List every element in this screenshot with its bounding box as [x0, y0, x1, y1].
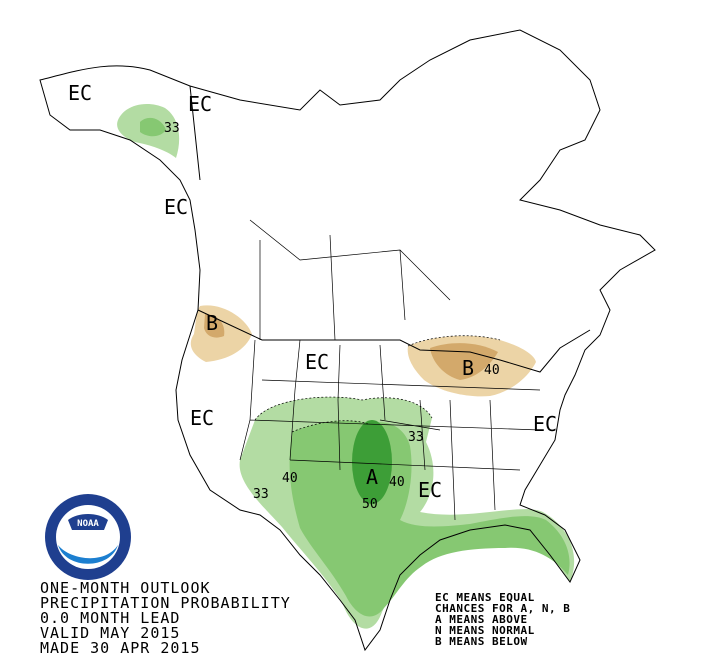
contour-label: 40 — [484, 363, 500, 378]
title-line: ONE-MONTH OUTLOOK — [40, 579, 211, 597]
ec-label: EC — [418, 478, 442, 502]
below-lakes-inner — [430, 343, 498, 380]
contour-label: 33 — [164, 121, 180, 136]
logo-top — [68, 514, 108, 530]
title-line: MADE 30 APR 2015 — [40, 639, 201, 657]
ec-label: EC — [68, 81, 92, 105]
contour-label: 33 — [253, 487, 269, 502]
legend-line: A MEANS ABOVE — [435, 613, 528, 626]
logo-wave — [58, 545, 118, 564]
contour-label: 40 — [389, 475, 405, 490]
legend-line: B MEANS BELOW — [435, 635, 528, 648]
ec-label: EC — [188, 92, 212, 116]
a-label: A — [366, 465, 378, 489]
logo-text: NOAA — [77, 519, 99, 529]
contour-label: 50 — [362, 497, 378, 512]
contour-label: 40 — [282, 471, 298, 486]
contour-label: 33 — [408, 430, 424, 445]
legend-line: EC MEANS EQUAL — [435, 591, 535, 604]
b-label: B — [462, 356, 474, 380]
ec-label: EC — [164, 195, 188, 219]
title-line: VALID MAY 2015 — [40, 624, 180, 642]
title-line: 0.0 MONTH LEAD — [40, 609, 180, 627]
ec-label: EC — [190, 406, 214, 430]
title-line: PRECIPITATION PROBABILITY — [40, 594, 291, 612]
legend-line: CHANCES FOR A, N, B — [435, 602, 570, 615]
ec-label: EC — [305, 350, 329, 374]
ec-label: EC — [533, 412, 557, 436]
above-50-area — [352, 420, 392, 504]
legend-line: N MEANS NORMAL — [435, 624, 535, 637]
state-province-lines — [239, 219, 541, 521]
contour-lines — [254, 335, 501, 433]
above-alaska-inner — [140, 117, 166, 137]
b-label: B — [206, 311, 218, 335]
borders — [189, 85, 591, 373]
